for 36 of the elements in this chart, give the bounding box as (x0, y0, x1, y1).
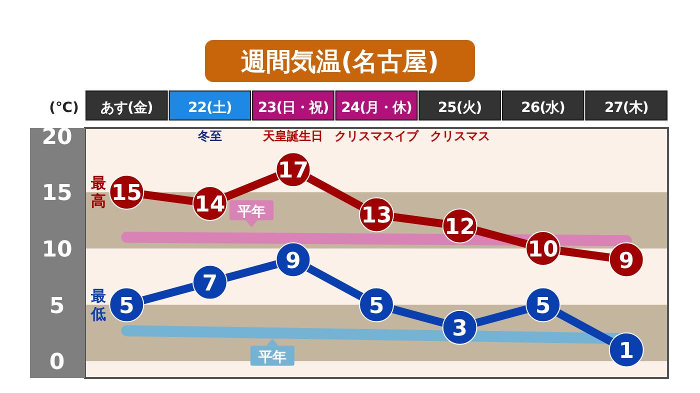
data-label: 7 (202, 271, 218, 296)
annotation: 天皇誕生日 (262, 129, 324, 143)
x-tick-label: 22(土) (188, 100, 232, 116)
y-tick-label: 0 (49, 350, 65, 376)
annotation: クリスマスイブ (334, 129, 420, 143)
data-label: 5 (118, 294, 134, 319)
y-axis-title: (℃) (49, 100, 79, 116)
data-label: 9 (286, 248, 301, 274)
data-label: 17 (278, 158, 309, 184)
x-tick-label: 25(火) (438, 100, 482, 116)
data-label: 1 (618, 338, 634, 364)
series-label: 最低 (90, 286, 106, 323)
data-label: 15 (111, 181, 142, 206)
data-label: 9 (618, 248, 634, 274)
x-tick-label: 26(水) (521, 100, 566, 116)
y-tick-label: 20 (42, 124, 72, 150)
data-label: 10 (528, 237, 558, 262)
x-tick-label: 27(木) (604, 100, 648, 116)
series-label: 最高 (90, 174, 106, 210)
data-label: 14 (194, 192, 226, 218)
series-label: 平年 (236, 204, 266, 220)
x-tick-label: 24(月・休) (341, 100, 412, 116)
data-label: 13 (361, 204, 392, 229)
legend-label: 平年 (257, 350, 286, 366)
data-label: 5 (535, 294, 551, 319)
data-label: 12 (444, 214, 476, 240)
annotation: 冬至 (196, 129, 222, 143)
y-tick-label: 15 (42, 181, 72, 206)
data-label: 3 (452, 316, 468, 342)
data-label: 5 (368, 294, 384, 319)
x-tick-label: あす(金) (100, 100, 153, 116)
y-tick-label: 10 (42, 237, 72, 262)
x-tick-label: 23(日・祝) (258, 99, 329, 116)
chart-title: 週間気温(名古屋) (241, 47, 439, 76)
y-tick-label: 5 (49, 294, 65, 319)
annotation: クリスマス (430, 129, 490, 143)
